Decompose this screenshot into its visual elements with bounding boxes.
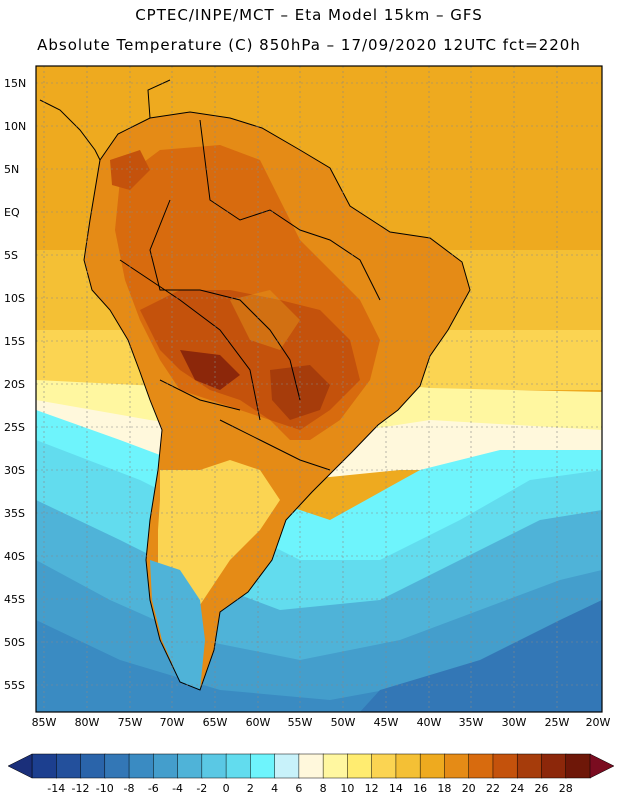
colorbar-swatch	[298, 753, 324, 779]
colorbar-label: 2	[246, 782, 254, 795]
lat-label: 30S	[4, 464, 25, 477]
colorbar-label: 0	[222, 782, 230, 795]
colorbar-label: -6	[147, 782, 159, 795]
colorbar-swatch	[250, 753, 276, 779]
colorbar-label: 8	[319, 782, 327, 795]
colorbar-label: -2	[196, 782, 208, 795]
lat-label: 15N	[4, 77, 27, 90]
colorbar-swatch	[541, 753, 567, 779]
lon-label: 45W	[373, 716, 399, 729]
colorbar-swatch	[492, 753, 518, 779]
lon-label: 20W	[585, 716, 611, 729]
graticule	[36, 66, 602, 712]
colorbar-swatch	[347, 753, 373, 779]
lat-label: 10N	[4, 120, 27, 133]
lon-label: 50W	[330, 716, 356, 729]
map-frame	[35, 65, 603, 713]
chart-title-line2: Absolute Temperature (C) 850hPa – 17/09/…	[37, 36, 581, 54]
interior-band	[230, 290, 300, 350]
colorbar-label: 26	[534, 782, 549, 795]
colorbar-swatch	[177, 753, 203, 779]
lon-label: 30W	[501, 716, 527, 729]
colorbar-label: 28	[558, 782, 573, 795]
colorbar-label: 24	[510, 782, 525, 795]
colorbar	[7, 753, 615, 779]
colorbar-swatch	[80, 753, 106, 779]
colorbar-swatch	[153, 753, 179, 779]
coastlines	[39, 79, 471, 691]
hotspot-1	[180, 350, 240, 390]
colorbar-swatch	[516, 753, 543, 779]
colorbar-label: 6	[295, 782, 303, 795]
lon-label: 80W	[74, 716, 100, 729]
colorbar-right-arrow	[589, 753, 615, 779]
colorbar-swatch	[104, 753, 130, 779]
chart-title-line1: CPTEC/INPE/MCT – Eta Model 15km – GFS	[135, 6, 483, 24]
colorbar-swatch	[128, 753, 155, 779]
colorbar-swatch	[201, 753, 227, 779]
lon-label: 25W	[544, 716, 570, 729]
colorbar-swatch	[56, 753, 82, 779]
colorbar-label: -14	[47, 782, 66, 795]
colorbar-swatch	[565, 753, 591, 779]
lat-label: 25S	[4, 421, 25, 434]
lon-label: 65W	[202, 716, 228, 729]
lon-label: 35W	[458, 716, 484, 729]
colorbar-label: 4	[271, 782, 279, 795]
colorbar-label: -12	[71, 782, 90, 795]
lat-label: 20S	[4, 378, 25, 391]
lon-label: 60W	[245, 716, 271, 729]
colorbar-label: -10	[95, 782, 114, 795]
patagonia-cold	[150, 560, 205, 690]
lat-label: 15S	[4, 335, 25, 348]
lat-label: 55S	[4, 679, 25, 692]
colorbar-swatch	[225, 753, 252, 779]
field-band-m6	[360, 600, 602, 712]
lon-label: 55W	[287, 716, 313, 729]
colorbar-left-arrow	[7, 753, 33, 779]
colorbar-swatch	[274, 753, 300, 779]
lon-label: 85W	[31, 716, 57, 729]
lat-label: EQ	[4, 206, 20, 219]
lat-label: 40S	[4, 550, 25, 563]
colorbar-swatch	[371, 753, 397, 779]
colorbar-label: -8	[123, 782, 135, 795]
lat-label: 45S	[4, 593, 25, 606]
lat-label: 5N	[4, 163, 20, 176]
colorbar-swatch	[395, 753, 421, 779]
hotspot-3	[110, 150, 150, 190]
lat-label: 35S	[4, 507, 25, 520]
map-field	[36, 66, 602, 712]
colorbar-label: 14	[388, 782, 403, 795]
colorbar-swatch	[419, 753, 446, 779]
colorbar-label: 16	[413, 782, 428, 795]
colorbar-label: -4	[172, 782, 184, 795]
colorbar-label: 10	[340, 782, 355, 795]
colorbar-label: 12	[364, 782, 379, 795]
lon-label: 40W	[416, 716, 442, 729]
lon-label: 70W	[159, 716, 185, 729]
lon-label: 75W	[117, 716, 143, 729]
lat-label: 5S	[4, 249, 18, 262]
lat-label: 10S	[4, 292, 25, 305]
colorbar-label: 20	[461, 782, 476, 795]
colorbar-swatch	[322, 753, 349, 779]
lat-label: 50S	[4, 636, 25, 649]
colorbar-swatch	[468, 753, 494, 779]
colorbar-label: 22	[485, 782, 500, 795]
colorbar-swatch	[31, 753, 58, 779]
colorbar-swatch	[444, 753, 470, 779]
colorbar-label: 18	[437, 782, 452, 795]
